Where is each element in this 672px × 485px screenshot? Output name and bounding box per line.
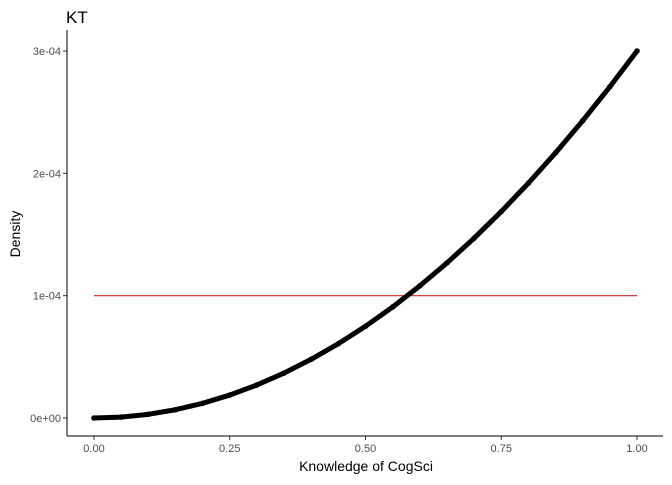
chart-title: KT: [66, 8, 88, 27]
y-tick-label: 3e-04: [33, 46, 61, 58]
density-point: [254, 382, 260, 388]
density-point: [362, 323, 369, 330]
density-point: [389, 304, 396, 310]
y-axis-label: Density: [7, 211, 23, 258]
density-point: [226, 392, 233, 398]
density-point: [281, 370, 287, 376]
y-tick-label: 0e+00: [30, 413, 61, 425]
density-curve: [91, 48, 640, 421]
y-tick-label: 1e-04: [33, 291, 61, 303]
x-tick-label: 0.50: [355, 443, 376, 455]
density-point: [607, 83, 613, 90]
x-axis-label: Knowledge of CogSci: [299, 458, 433, 474]
density-point: [444, 260, 450, 266]
density-point: [308, 356, 315, 363]
density-point: [417, 283, 423, 289]
density-point: [199, 400, 206, 407]
density-point: [91, 415, 97, 421]
x-tick-label: 0.75: [491, 443, 512, 455]
density-point: [471, 235, 477, 241]
density-point: [579, 117, 586, 124]
x-tick-label: 1.00: [626, 443, 647, 455]
x-tick-label: 0.00: [83, 443, 104, 455]
density-point: [498, 208, 505, 215]
density-point: [552, 150, 559, 156]
density-point: [172, 406, 179, 413]
y-axis-ticks: 0e+00 1e-04 2e-04 3e-04: [30, 46, 67, 425]
plot-area: [91, 48, 640, 421]
density-point: [118, 414, 124, 420]
y-tick-label: 2e-04: [33, 168, 61, 180]
density-point: [145, 411, 152, 418]
x-axis-ticks: 0.00 0.25 0.50 0.75 1.00: [83, 436, 648, 455]
x-tick-label: 0.25: [219, 443, 240, 455]
density-point: [335, 340, 342, 347]
density-point: [525, 180, 532, 186]
density-point: [634, 48, 640, 54]
